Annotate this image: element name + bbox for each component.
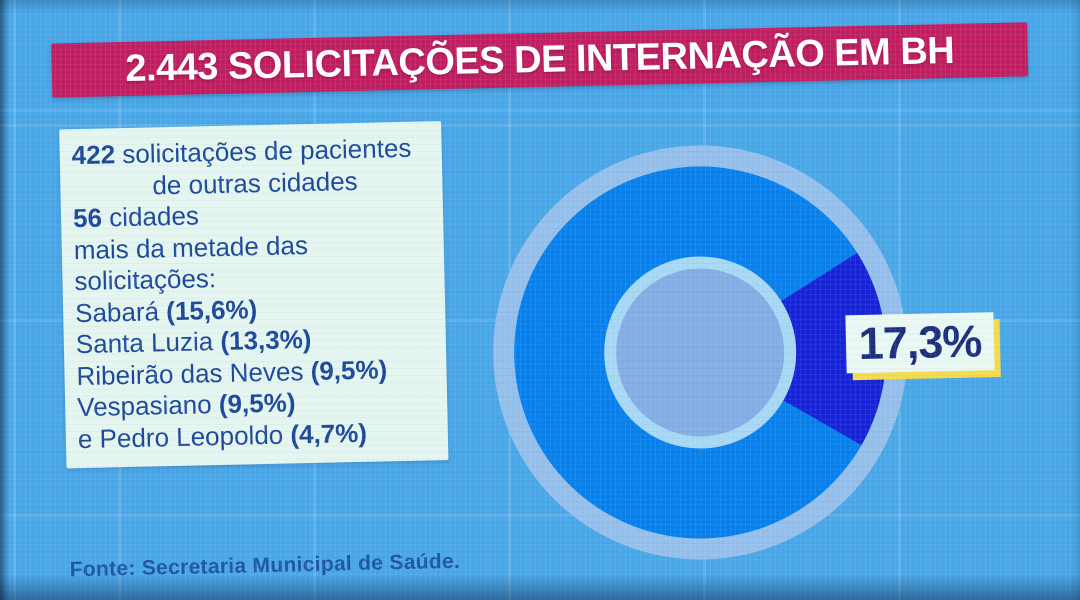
slice-value-label: 17,3% — [845, 312, 995, 374]
info-box-lines: 422 solicitações de pacientes de outras c… — [71, 132, 438, 455]
title-banner: 2.443 SOLICITAÇÕES DE INTERNAÇÃO EM BH — [51, 22, 1029, 98]
slice-value-text: 17,3% — [858, 315, 982, 370]
info-line: e Pedro Leopoldo (4,7%) — [77, 417, 368, 454]
source-note: Fonte: Secretaria Municipal de Saúde. — [69, 549, 461, 582]
info-box: 422 solicitações de pacientes de outras c… — [59, 121, 449, 469]
page-title: 2.443 SOLICITAÇÕES DE INTERNAÇÃO EM BH — [124, 29, 955, 90]
